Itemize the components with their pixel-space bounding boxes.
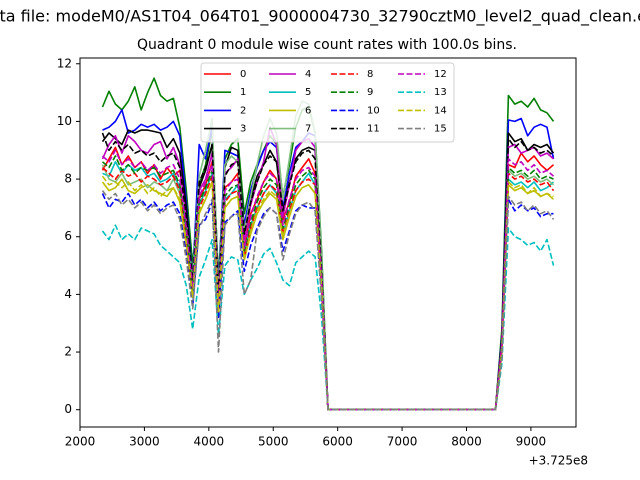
y-tick-label-0: 0 (64, 402, 72, 416)
y-tick-label-4: 4 (64, 287, 72, 301)
legend-label-2: 2 (240, 105, 246, 116)
x-offset-label: +3.725e8 (529, 454, 588, 468)
y-tick-label-10: 10 (57, 114, 72, 128)
legend-label-4: 4 (305, 69, 311, 80)
legend-label-15: 15 (434, 124, 447, 135)
y-tick-label-12: 12 (57, 56, 72, 70)
series-lines (101, 77, 555, 411)
legend-label-9: 9 (367, 87, 373, 98)
legend-label-13: 13 (434, 87, 447, 98)
legend-label-7: 7 (305, 124, 311, 135)
x-tick-label-2000: 2000 (65, 435, 96, 449)
legend-label-6: 6 (305, 105, 311, 116)
x-tick-label-3000: 3000 (129, 435, 160, 449)
x-tick-label-7000: 7000 (387, 435, 418, 449)
legend-label-8: 8 (367, 69, 373, 80)
y-tick-label-2: 2 (64, 345, 72, 359)
legend-label-10: 10 (367, 105, 380, 116)
plot-area: 2000 3000 4000 5000 6000 7000 8000 900002468101… (57, 56, 577, 449)
y-tick-label-8: 8 (64, 172, 72, 186)
legend-label-11: 11 (367, 124, 380, 135)
legend-label-12: 12 (434, 69, 447, 80)
legend-label-14: 14 (434, 105, 447, 116)
chart-title: Quadrant 0 module wise count rates with … (137, 37, 517, 53)
series-line-15 (101, 190, 555, 411)
x-tick-label-4000: 4000 (194, 435, 225, 449)
y-tick-label-6: 6 (64, 229, 72, 243)
figure-suptitle: Data file: modeM0/AS1T04_064T01_90000047… (0, 7, 640, 27)
axes-frame (79, 57, 577, 428)
legend-label-3: 3 (240, 124, 246, 135)
legend-box (200, 62, 455, 143)
x-tick-label-8000: 8000 (451, 435, 482, 449)
legend-label-0: 0 (240, 69, 246, 80)
x-tick-label-6000: 6000 (322, 435, 353, 449)
legend-label-5: 5 (305, 87, 311, 98)
x-tick-label-9000: 9000 (516, 435, 547, 449)
legend-label-1: 1 (240, 87, 246, 98)
x-tick-label-5000: 5000 (258, 435, 289, 449)
